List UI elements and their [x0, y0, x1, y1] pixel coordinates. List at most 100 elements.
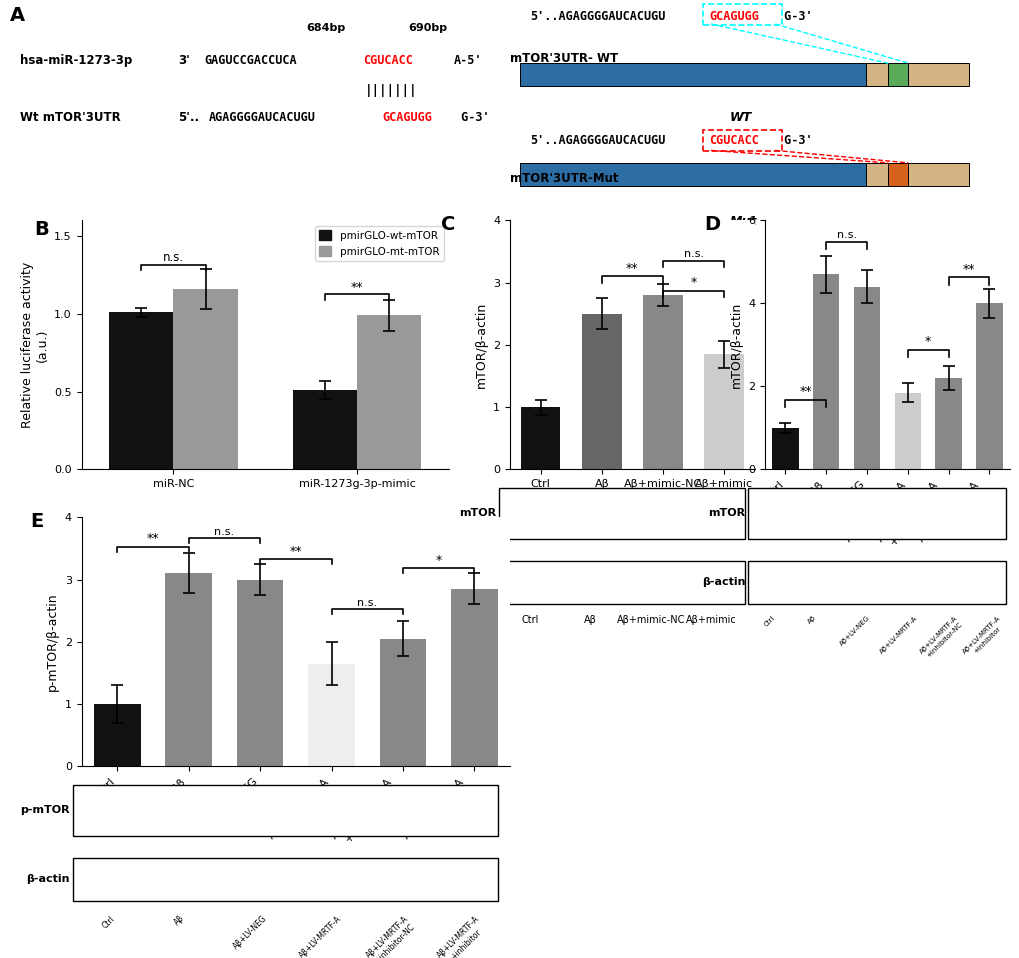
Text: Aβ+LV-MRTF-A: Aβ+LV-MRTF-A	[877, 615, 918, 655]
Text: mTOR: mTOR	[459, 509, 495, 518]
Text: Mut: Mut	[729, 215, 756, 228]
Bar	[853, 286, 879, 469]
Bar	[908, 163, 968, 186]
Text: p-mTOR: p-mTOR	[20, 806, 69, 815]
Text: Ctrl: Ctrl	[762, 615, 775, 627]
Y-axis label: p-mTOR/β-actin: p-mTOR/β-actin	[46, 593, 59, 691]
Text: Aβ+LV-MRTF-A
+inhibitor: Aβ+LV-MRTF-A +inhibitor	[435, 914, 488, 958]
Text: D: D	[703, 216, 719, 235]
Text: Aβ+LV-MRTF-A
+inhibitor-NC: Aβ+LV-MRTF-A +inhibitor-NC	[365, 914, 418, 958]
Text: Wt mTOR'3UTR: Wt mTOR'3UTR	[20, 111, 121, 125]
Text: Aβ+LV-MRTF-A
+inhibitor-NC: Aβ+LV-MRTF-A +inhibitor-NC	[918, 615, 963, 660]
Text: mTOR'3UTR-Mut: mTOR'3UTR-Mut	[510, 172, 618, 186]
Text: **: **	[799, 385, 811, 398]
Text: 690bp: 690bp	[408, 23, 446, 33]
Text: hsa-miR-1273-3p: hsa-miR-1273-3p	[20, 54, 132, 67]
Text: n.s.: n.s.	[163, 251, 183, 264]
Bar	[499, 488, 744, 539]
Bar	[975, 304, 1002, 469]
Bar	[934, 378, 961, 469]
Bar	[747, 488, 1006, 539]
Text: E: E	[31, 513, 44, 532]
Text: Aβ+LV-NEG: Aβ+LV-NEG	[231, 914, 268, 951]
Text: G-3': G-3'	[453, 111, 489, 125]
Text: mTOR: mTOR	[708, 509, 745, 518]
Text: **: **	[289, 545, 302, 558]
Text: CGUCACC: CGUCACC	[708, 134, 758, 148]
Text: *: *	[924, 335, 930, 348]
Text: A-5': A-5'	[453, 54, 482, 67]
Text: 5'..: 5'..	[178, 111, 200, 125]
Text: 3': 3'	[178, 54, 191, 67]
Bar	[521, 407, 560, 469]
Bar	[109, 312, 173, 469]
Bar	[865, 163, 888, 186]
Text: **: **	[147, 533, 159, 545]
Text: G-3': G-3'	[776, 10, 812, 23]
Bar	[643, 295, 683, 469]
Bar	[73, 858, 497, 901]
Text: Aβ+mimic: Aβ+mimic	[685, 615, 736, 625]
Text: Aβ+LV-MRTF-A: Aβ+LV-MRTF-A	[298, 914, 343, 958]
Bar	[771, 428, 798, 469]
Bar	[894, 393, 920, 469]
Text: β-actin: β-actin	[452, 578, 495, 587]
Bar	[865, 63, 888, 86]
Text: **: **	[351, 281, 363, 293]
Text: Aβ+mimic-NC: Aβ+mimic-NC	[615, 615, 685, 625]
Legend: pmirGLO-wt-mTOR, pmirGLO-mt-mTOR: pmirGLO-wt-mTOR, pmirGLO-mt-mTOR	[315, 225, 443, 261]
Bar	[812, 274, 839, 469]
Text: Ctrl: Ctrl	[100, 914, 116, 930]
Bar	[704, 354, 744, 469]
Bar	[888, 163, 908, 186]
Bar	[888, 63, 908, 86]
Bar	[173, 289, 237, 469]
Y-axis label: Relative luciferase activity
(a.u.): Relative luciferase activity (a.u.)	[20, 262, 49, 428]
Text: n.s.: n.s.	[357, 598, 377, 607]
Text: *: *	[435, 554, 441, 567]
Text: CGUCACC: CGUCACC	[363, 54, 413, 67]
Bar	[379, 639, 426, 766]
Bar	[450, 589, 497, 766]
Text: Ctrl: Ctrl	[521, 615, 538, 625]
Text: **: **	[626, 262, 638, 275]
Text: GCAGUGG: GCAGUGG	[708, 10, 758, 23]
Y-axis label: mTOR/β-actin: mTOR/β-actin	[729, 302, 742, 388]
Text: WT: WT	[729, 111, 751, 125]
Text: β-actin: β-actin	[701, 578, 745, 587]
Bar	[499, 561, 744, 604]
Bar	[292, 390, 357, 469]
Text: Aβ: Aβ	[172, 914, 185, 927]
Bar	[581, 314, 621, 469]
Bar	[308, 664, 355, 766]
Text: n.s.: n.s.	[683, 249, 703, 259]
Text: C: C	[441, 216, 455, 235]
Text: |||||||: |||||||	[365, 84, 417, 98]
Text: *: *	[690, 276, 696, 289]
Text: Aβ: Aβ	[806, 615, 817, 626]
Bar	[908, 63, 968, 86]
Text: 5'..AGAGGGGAUCACUGU: 5'..AGAGGGGAUCACUGU	[530, 10, 665, 23]
Text: AGAGGGGAUCACUGU: AGAGGGGAUCACUGU	[209, 111, 316, 125]
Text: β-actin: β-actin	[26, 875, 69, 884]
Bar	[357, 315, 421, 469]
Text: n.s.: n.s.	[214, 527, 234, 537]
Text: A: A	[10, 6, 25, 25]
Y-axis label: mTOR/β-actin: mTOR/β-actin	[474, 302, 487, 388]
Text: **: **	[962, 262, 974, 276]
Text: GCAGUGG: GCAGUGG	[382, 111, 432, 125]
Bar	[236, 580, 283, 766]
Text: Aβ+LV-MRTF-A
+inhibitor: Aβ+LV-MRTF-A +inhibitor	[961, 615, 1006, 660]
Bar	[94, 704, 141, 766]
Bar	[747, 561, 1006, 604]
Text: n.s.: n.s.	[836, 230, 856, 240]
Bar	[520, 163, 865, 186]
Bar	[73, 785, 497, 836]
Text: B: B	[34, 220, 49, 240]
Bar	[165, 573, 212, 766]
Text: Aβ+LV-NEG: Aβ+LV-NEG	[839, 615, 871, 648]
Text: G-3': G-3'	[776, 134, 812, 148]
Text: Aβ: Aβ	[583, 615, 596, 625]
Text: 5'..AGAGGGGAUCACUGU: 5'..AGAGGGGAUCACUGU	[530, 134, 665, 148]
Text: 684bp: 684bp	[306, 23, 344, 33]
